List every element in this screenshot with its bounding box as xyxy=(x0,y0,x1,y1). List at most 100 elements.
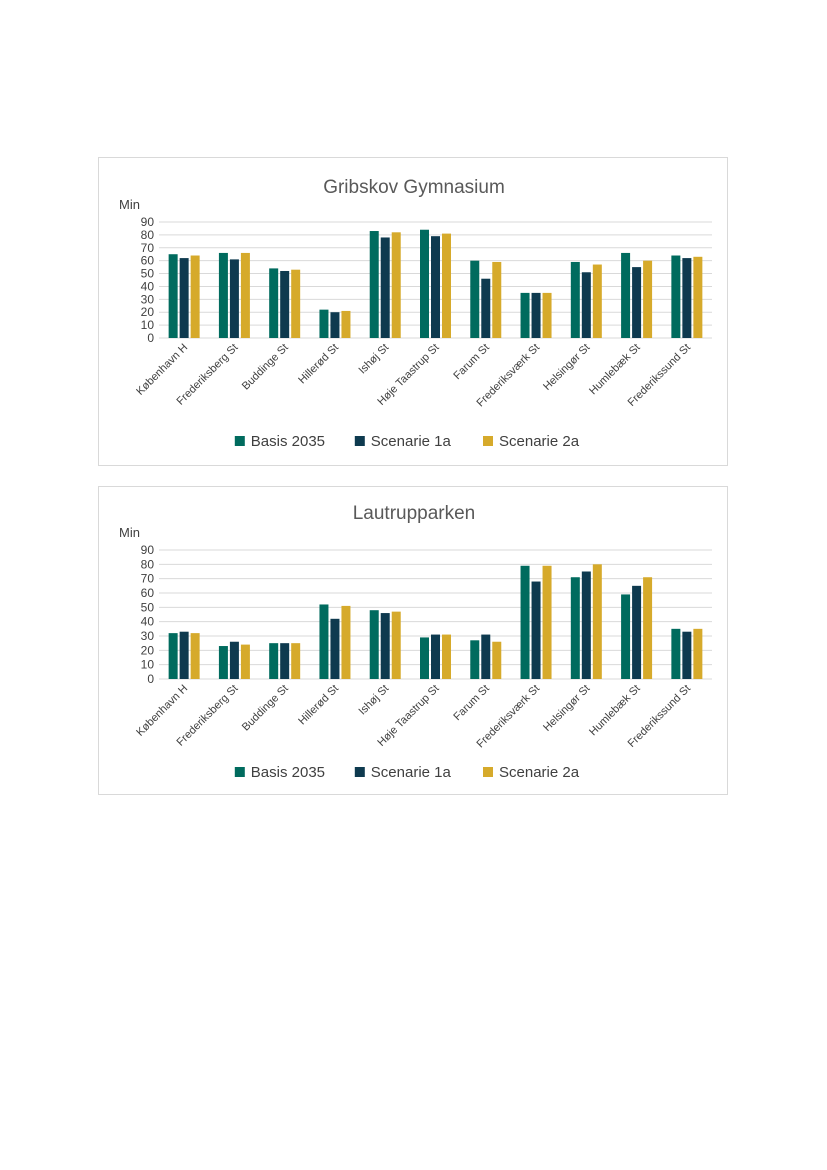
legend-swatch xyxy=(483,767,493,777)
bar xyxy=(470,640,480,679)
chart-svg: Gribskov Gymnasium Min 01020304050607080… xyxy=(119,177,712,450)
chart-gribskov-gymnasium: Gribskov Gymnasium Min 0 10 20 30 40 50 60 70 80… xyxy=(98,157,728,466)
bar xyxy=(240,252,250,338)
bar xyxy=(341,605,351,679)
bar xyxy=(592,564,602,679)
bar xyxy=(520,565,530,679)
y-tick-label: 30 xyxy=(141,292,155,306)
legend-label: Scenarie 2a xyxy=(499,433,580,450)
bar xyxy=(391,232,401,338)
legend-swatch xyxy=(234,767,245,777)
bar xyxy=(570,577,580,679)
y-tick-label: 30 xyxy=(141,629,155,643)
bar xyxy=(492,261,502,338)
chart-title: Gribskov Gymnasium xyxy=(323,177,505,198)
y-tick-label: 90 xyxy=(141,543,155,557)
bar xyxy=(621,594,631,679)
x-tick-label: Humlebæk St xyxy=(587,342,643,398)
x-tick-label: Hillerød St xyxy=(296,342,341,387)
y-tick-label: 10 xyxy=(141,658,155,672)
legend-swatch xyxy=(354,436,365,446)
legend-swatch xyxy=(483,436,493,446)
legend-label: Basis 2035 xyxy=(251,764,325,781)
bar xyxy=(581,571,591,679)
bar xyxy=(481,634,491,679)
bar xyxy=(229,641,239,679)
bar xyxy=(693,628,703,679)
y-tick-label: 80 xyxy=(141,228,155,242)
bar xyxy=(218,252,228,338)
bar xyxy=(369,610,379,679)
bar xyxy=(442,233,451,338)
legend-swatch xyxy=(234,436,245,446)
bar xyxy=(168,254,178,338)
bar xyxy=(420,637,429,679)
legend-label: Basis 2035 xyxy=(251,433,325,450)
bar xyxy=(291,643,301,679)
bar xyxy=(291,269,301,338)
bar xyxy=(280,270,290,338)
x-tick-label: København H xyxy=(134,683,190,739)
chart-title: Lautrupparken xyxy=(353,503,476,524)
bar xyxy=(643,577,653,679)
bar xyxy=(531,292,541,338)
x-tick-label: Farum St xyxy=(451,342,491,382)
bar xyxy=(330,312,340,338)
y-tick-label: 60 xyxy=(141,254,155,268)
y-axis-unit: Min xyxy=(119,197,140,212)
bar xyxy=(190,633,200,679)
bar xyxy=(319,604,329,679)
x-tick-label: Helsingør St xyxy=(541,683,592,734)
bar xyxy=(240,644,250,679)
bar xyxy=(330,618,340,679)
legend-label: Scenarie 1a xyxy=(371,433,452,450)
bar xyxy=(341,310,351,338)
bar xyxy=(391,611,401,679)
x-tick-label: Ishøj St xyxy=(356,342,391,377)
y-tick-label: 40 xyxy=(141,279,155,293)
chart-lautrupparken: Lautrupparken Min 0 10 20 30 40 50 60 70 80 90 Køb… xyxy=(98,486,728,795)
x-tick-label: Farum St xyxy=(451,683,491,723)
y-tick-label: 10 xyxy=(141,318,155,332)
bar xyxy=(481,278,491,338)
bar xyxy=(380,613,390,679)
y-tick-label: 60 xyxy=(141,586,155,600)
y-axis-unit: Min xyxy=(119,525,140,540)
bar xyxy=(542,292,552,338)
y-tick-label: 0 xyxy=(147,331,154,345)
y-tick-label: 70 xyxy=(141,572,155,586)
bar xyxy=(420,229,429,338)
bar xyxy=(431,634,440,679)
bar xyxy=(682,631,692,679)
bar xyxy=(693,256,703,338)
bar xyxy=(492,641,502,679)
bar xyxy=(442,634,451,679)
bar xyxy=(632,585,642,679)
bar xyxy=(269,643,279,679)
bar xyxy=(280,643,290,679)
bar xyxy=(190,255,200,338)
bar xyxy=(592,264,602,338)
bar xyxy=(531,581,541,679)
y-tick-label: 20 xyxy=(141,643,155,657)
legend-swatch xyxy=(354,767,365,777)
bar xyxy=(369,231,379,338)
bar xyxy=(319,309,329,338)
y-tick-label: 90 xyxy=(141,215,155,229)
bar xyxy=(269,268,279,338)
bar xyxy=(671,628,681,679)
bar xyxy=(470,260,480,338)
bar xyxy=(520,292,530,338)
bar xyxy=(643,260,653,338)
bar xyxy=(581,272,591,338)
legend-label: Scenarie 1a xyxy=(371,764,452,781)
y-tick-label: 70 xyxy=(141,241,155,255)
x-tick-label: Buddinge St xyxy=(240,342,291,393)
x-tick-label: København H xyxy=(134,342,190,398)
x-tick-label: Helsingør St xyxy=(541,342,592,393)
y-tick-label: 0 xyxy=(147,672,154,686)
bar xyxy=(632,267,642,338)
x-tick-label: Ishøj St xyxy=(356,683,391,718)
legend-label: Scenarie 2a xyxy=(499,764,580,781)
bar xyxy=(671,255,681,338)
